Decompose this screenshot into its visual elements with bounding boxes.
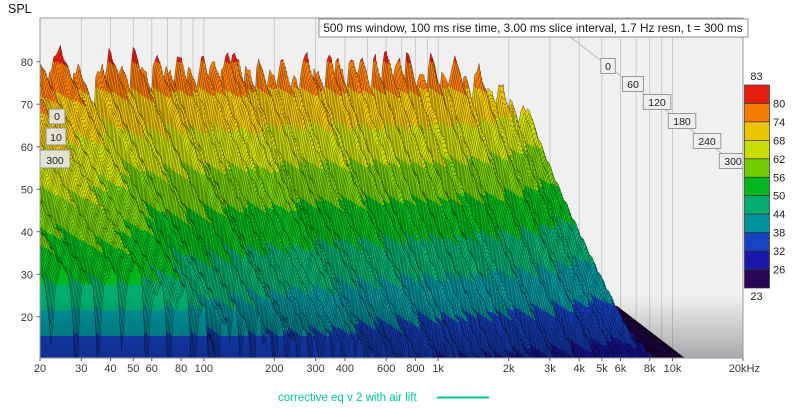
time-label-box (40, 149, 71, 169)
x-tick-label: 10k (664, 363, 682, 375)
colorbar-tick-label: 62 (773, 154, 785, 166)
time-label: 300 (46, 155, 64, 167)
colorbar-tick-label: 68 (773, 135, 785, 147)
x-tick-label: 200 (265, 363, 283, 375)
colorbar-band (744, 158, 770, 178)
colorbar-band (744, 84, 770, 104)
colorbar-tick-label: 74 (773, 117, 785, 129)
time-label: 120 (648, 97, 666, 109)
time-label: 0 (54, 111, 60, 123)
x-tick-label: 1k (432, 363, 444, 375)
x-tick-label: 40 (104, 363, 116, 375)
y-tick-label: 30 (21, 269, 33, 281)
colorbar-tick-label: 26 (773, 265, 785, 277)
time-label: 0 (605, 61, 611, 73)
settings-title-box: 500 ms window, 100 ms rise time, 3.00 ms… (318, 18, 749, 38)
x-tick-label: 2k (503, 363, 515, 375)
time-axis-labels-right: 0 60 120 180 240 300 (600, 58, 743, 169)
time-label: 10 (50, 132, 62, 144)
x-tick-label: 80 (175, 363, 187, 375)
x-tick-label: 60 (146, 363, 158, 375)
x-tick-label: 20 (34, 363, 46, 375)
x-tick-label: 4k (573, 363, 585, 375)
x-tick-label: 20kHz (729, 363, 760, 375)
x-tick-label: 5k (596, 363, 608, 375)
time-label-box (718, 153, 743, 169)
time-label-box (692, 133, 722, 149)
title-box-text: 500 ms window, 100 ms rise time, 3.00 ms… (323, 21, 742, 35)
colorbar-legend: 83 80 74 68 62 56 50 44 38 32 26 23 (744, 71, 785, 303)
y-tick-label: 50 (21, 184, 33, 196)
colorbar-tick-label: 80 (773, 99, 785, 111)
y-tick-label: 40 (21, 227, 33, 239)
time-label: 300 (724, 156, 742, 168)
frequency-axis: 20 30 40 50 60 80 100 200 300 400 600 800 1k 2k 3k 4k 5k… (34, 358, 760, 375)
x-tick-label: 800 (406, 363, 424, 375)
time-axis-labels-left: 0 10 300 (40, 108, 71, 169)
time-label: 60 (627, 79, 639, 91)
x-tick-label: 50 (127, 363, 139, 375)
colorbar-tick-label: 38 (773, 228, 785, 240)
colorbar-band (744, 103, 770, 123)
time-label-box (45, 127, 67, 146)
colorbar-band (744, 213, 770, 233)
time-label-box (600, 58, 616, 74)
time-label-box (642, 94, 672, 110)
colorbar-band (744, 140, 770, 160)
colorbar-min-label: 23 (750, 291, 762, 303)
title-box-border (318, 18, 749, 38)
time-label: 180 (673, 116, 691, 128)
colorbar-max-label: 83 (750, 71, 762, 83)
y-tick-label: 20 (21, 312, 33, 324)
colorbar-band (744, 250, 770, 270)
y-tick-label: 70 (21, 99, 33, 111)
floor-shading (40, 296, 743, 358)
measurement-legend-label[interactable]: corrective eq v 2 with air lift (278, 392, 417, 404)
colorbar-tick-label: 50 (773, 191, 785, 203)
x-tick-label: 300 (306, 363, 324, 375)
colorbar-band (744, 195, 770, 215)
x-tick-label: 100 (195, 363, 213, 375)
time-label-box (667, 113, 697, 129)
y-tick-label: 80 (21, 57, 33, 69)
colorbar-band (744, 121, 770, 141)
colorbar-band (744, 269, 770, 289)
colorbar-band (744, 176, 770, 197)
time-label-box (622, 76, 644, 92)
plot-frame (39, 17, 744, 359)
x-tick-label: 30 (75, 363, 87, 375)
spl-axis: 80 70 60 50 40 30 20 (21, 57, 40, 324)
x-tick-label: 3k (544, 363, 556, 375)
measurement-legend[interactable]: corrective eq v 2 with air lift (278, 392, 489, 404)
x-tick-label: 600 (377, 363, 395, 375)
colorbar-tick-label: 44 (773, 209, 785, 221)
time-label-box (48, 108, 66, 125)
x-tick-label: 8k (644, 363, 656, 375)
x-tick-label: 6k (615, 363, 627, 375)
colorbar-tick-label: 56 (773, 172, 785, 184)
time-label: 240 (698, 136, 716, 148)
time-gridline (544, 18, 743, 171)
y-tick-label: 60 (21, 142, 33, 154)
spl-axis-title: SPL (8, 2, 32, 16)
x-tick-label: 400 (336, 363, 354, 375)
colorbar-tick-label: 32 (773, 246, 785, 258)
colorbar-band (744, 232, 770, 252)
